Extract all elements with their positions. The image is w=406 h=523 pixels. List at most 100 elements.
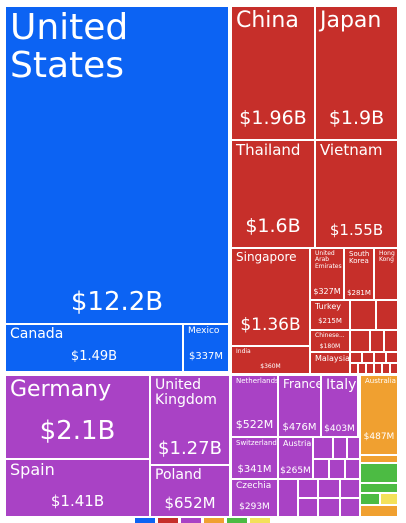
tile-poland[interactable]: Poland $652M [150,465,230,517]
tile-value: $476M [282,422,317,433]
europe-minor-tile[interactable] [313,437,333,459]
legend-swatch-europe[interactable] [181,518,201,523]
tile-name: Poland [155,467,202,483]
tile-value: $265M [280,466,311,476]
asia-minor-tile[interactable] [382,363,390,374]
europe-minor-tile[interactable] [347,437,360,459]
tile-name: Japan [320,8,382,33]
legend-swatch-africa[interactable] [227,518,247,523]
tile-india[interactable]: India $360M [231,346,310,374]
oceania-minor-tile[interactable] [360,505,398,517]
tile-thailand[interactable]: Thailand $1.6B [231,140,315,248]
legend-swatch-oceania[interactable] [204,518,224,523]
tile-czechia[interactable]: Czechia $293M [231,479,278,517]
europe-minor-tile[interactable] [340,479,360,498]
tile-uae[interactable]: United Arab Emirates $327M [310,248,344,300]
tile-vietnam[interactable]: Vietnam $1.55B [315,140,398,248]
tile-name: Germany [10,377,112,402]
tile-south-korea[interactable]: South Korea $281M [344,248,374,300]
tile-value: $522M [235,418,274,431]
tile-switzerland[interactable]: Switzerland $341M [231,437,278,479]
asia-minor-tile[interactable] [350,352,362,363]
europe-minor-tile[interactable] [318,479,340,498]
tile-value: $1.49B [70,349,118,364]
tile-value: $1.6B [245,215,301,237]
tile-name: India [236,348,251,355]
tile-value: $1.96B [239,107,307,129]
tile-united-states[interactable]: United States $12.2B [5,6,229,324]
tile-name: Hong Kong [379,250,395,264]
tile-value: $12.2B [70,287,164,317]
tile-malaysia[interactable]: Malaysia [310,352,350,374]
tile-italy[interactable]: Italy $403M [321,375,358,437]
africa-minor-tile[interactable] [360,463,398,483]
europe-minor-tile[interactable] [278,479,298,517]
tile-name: Switzerland [236,439,277,447]
tile-japan[interactable]: Japan $1.9B [315,6,398,140]
oceania-minor-tile[interactable] [360,455,398,463]
asia-minor-tile[interactable] [386,352,398,363]
europe-minor-tile[interactable] [298,498,318,517]
tile-singapore[interactable]: Singapore $1.36B [231,248,310,346]
tile-canada[interactable]: Canada $1.49B [5,324,183,372]
europe-minor-tile[interactable] [313,459,329,479]
asia-minor-tile[interactable] [358,363,366,374]
asia-minor-tile[interactable] [350,300,376,330]
europe-minor-tile[interactable] [333,437,347,459]
europe-minor-tile[interactable] [318,498,340,517]
tile-value: $1.41B [50,492,105,510]
tile-name: Spain [10,460,55,479]
asia-minor-tile[interactable] [374,352,386,363]
tile-name: Canada [10,326,64,342]
asia-minor-tile[interactable] [362,352,374,363]
tile-name: Australia [365,377,396,385]
tile-turkey[interactable]: Turkey $215M [310,300,350,330]
asia-minor-tile[interactable] [384,330,398,352]
tile-value: $1.9B [328,107,385,129]
tile-mexico[interactable]: Mexico $337M [183,324,229,372]
europe-minor-tile[interactable] [345,459,360,479]
asia-minor-tile[interactable] [350,330,370,352]
tile-name: United Kingdom [155,377,217,408]
tile-netherlands[interactable]: Netherlands $522M [231,375,278,437]
europe-minor-tile[interactable] [298,479,318,498]
tile-austria[interactable]: Austria $265M [278,437,313,479]
tile-name: United Arab Emirates [315,250,342,270]
tile-germany[interactable]: Germany $2.1B [5,375,150,459]
tile-value: $341M [237,464,272,475]
tile-name: Czechia [236,481,272,491]
tile-value: $215M [318,317,342,325]
tile-name: Malaysia [315,354,350,363]
tile-name: Vietnam [320,141,383,159]
legend-swatch-asia[interactable] [158,518,178,523]
asia-minor-tile[interactable] [376,300,398,330]
tile-france[interactable]: France $476M [278,375,321,437]
legend-swatch-americas[interactable] [135,518,155,523]
tile-value: $337M [188,351,224,362]
region-legend [0,515,406,523]
tile-united-kingdom[interactable]: United Kingdom $1.27B [150,375,230,465]
europe-minor-tile[interactable] [340,498,360,517]
legend-swatch-other[interactable] [250,518,270,523]
asia-minor-tile[interactable] [370,330,384,352]
tile-name: France [283,377,321,391]
tile-value: $281M [347,289,371,297]
tile-value: $403M [324,424,355,434]
tile-name: Turkey [315,302,342,311]
europe-minor-tile[interactable] [329,459,345,479]
tile-value: $360M [260,363,281,370]
tile-value: $1.27B [158,438,222,459]
asia-minor-tile[interactable] [366,363,374,374]
africa-minor-tile[interactable] [360,493,380,505]
asia-minor-tile[interactable] [350,363,358,374]
asia-minor-tile[interactable] [374,363,382,374]
tile-spain[interactable]: Spain $1.41B [5,459,150,517]
tile-name: China [236,8,299,33]
tile-hong-kong[interactable]: Hong Kong [374,248,398,300]
tile-australia[interactable]: Australia $487M [360,375,398,455]
asia-minor-tile[interactable] [390,363,398,374]
other-minor-tile[interactable] [380,493,398,505]
tile-china[interactable]: China $1.96B [231,6,315,140]
tile-chinese-taipei[interactable]: Chinese... $180M [310,330,350,352]
africa-minor-tile[interactable] [360,483,398,493]
